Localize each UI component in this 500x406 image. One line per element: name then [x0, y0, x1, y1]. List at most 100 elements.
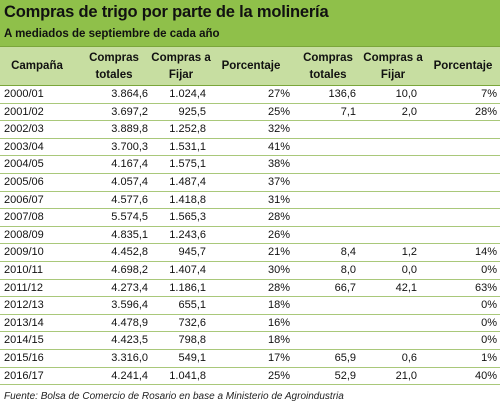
cell-compras-totales-2: 66,7 [334, 281, 356, 294]
cell-campana: 2016/17 [4, 369, 44, 382]
table-row: 2004/05 4.167,4 1.575,1 38% [0, 156, 500, 174]
table-subtitle: A mediados de septiembre de cada año [4, 28, 220, 40]
cell-compras-totales-2: 136,6 [328, 88, 356, 100]
cell-campana: 2010/11 [4, 264, 43, 276]
table-row: 2014/15 4.423,5 798,8 18% 0% [0, 332, 500, 350]
cell-campana: 2008/09 [4, 228, 44, 241]
cell-campana: 2007/08 [4, 211, 44, 224]
column-header-row: Campaña Compras totales Compras a Fijar … [0, 46, 500, 86]
cell-compras-fijar-1: 655,1 [178, 299, 206, 312]
table-title: Compras de trigo por parte de la moliner… [4, 3, 329, 21]
cell-porcentaje-1: 37% [267, 176, 290, 188]
cell-porcentaje-1: 28% [267, 281, 290, 294]
cell-porcentaje-1: 21% [267, 246, 290, 259]
cell-compras-fijar-1: 1.565,3 [169, 211, 206, 224]
header-compras-totales-1: Compras totales [89, 52, 139, 81]
cell-porcentaje-1: 38% [267, 158, 290, 171]
cell-compras-fijar-2: 0,0 [401, 264, 417, 276]
cell-compras-fijar-1: 1.186,1 [169, 281, 206, 294]
cell-compras-fijar-2: 21,0 [395, 369, 417, 382]
cell-compras-totales-1: 4.478,9 [111, 316, 148, 329]
cell-compras-totales-1: 4.241,4 [111, 369, 148, 382]
cell-compras-fijar-1: 1.252,8 [169, 123, 206, 136]
cell-porcentaje-2: 0% [481, 299, 497, 312]
cell-compras-totales-1: 4.577,6 [111, 193, 148, 206]
cell-porcentaje-1: 32% [267, 123, 290, 136]
cell-porcentaje-2: 63% [474, 281, 497, 294]
cell-campana: 2003/04 [4, 140, 44, 153]
cell-campana: 2006/07 [4, 193, 44, 206]
cell-campana: 2000/01 [4, 88, 44, 100]
table-row: 2015/16 3.316,0 549,1 17% 65,9 0,6 1% [0, 350, 500, 368]
cell-porcentaje-1: 25% [267, 105, 290, 118]
cell-campana: 2013/14 [4, 316, 44, 329]
header-compras-fijar-1: Compras a Fijar [151, 52, 211, 81]
cell-compras-totales-1: 4.057,4 [111, 176, 148, 188]
cell-compras-totales-1: 4.698,2 [111, 264, 148, 276]
cell-compras-totales-1: 3.889,8 [111, 123, 148, 136]
table-row: 2009/10 4.452,8 945,7 21% 8,4 1,2 14% [0, 244, 500, 262]
cell-compras-fijar-1: 1.487,4 [169, 176, 206, 188]
cell-compras-totales-1: 4.452,8 [111, 246, 148, 259]
cell-compras-totales-1: 4.167,4 [111, 158, 148, 171]
cell-compras-fijar-2: 10,0 [395, 88, 417, 100]
cell-porcentaje-2: 40% [474, 369, 497, 382]
table-row: 2011/12 4.273,4 1.186,1 28% 66,7 42,1 63% [0, 280, 500, 298]
cell-compras-fijar-2: 0,6 [401, 352, 417, 364]
cell-porcentaje-1: 25% [267, 369, 290, 382]
cell-compras-totales-1: 4.423,5 [111, 334, 148, 347]
cell-porcentaje-2: 14% [474, 246, 497, 259]
cell-compras-totales-1: 3.864,6 [111, 88, 148, 100]
table-row: 2008/09 4.835,1 1.243,6 26% [0, 227, 500, 245]
title-band: Compras de trigo por parte de la moliner… [0, 0, 500, 46]
cell-compras-totales-1: 4.835,1 [111, 228, 148, 241]
cell-porcentaje-1: 16% [267, 316, 290, 329]
cell-porcentaje-2: 1% [481, 352, 497, 364]
header-compras-fijar-2: Compras a Fijar [363, 52, 423, 81]
table-row: 2002/03 3.889,8 1.252,8 32% [0, 121, 500, 139]
table-row: 2001/02 3.697,2 925,5 25% 7,1 2,0 28% [0, 104, 500, 122]
cell-compras-fijar-2: 42,1 [395, 281, 417, 294]
table-row: 2006/07 4.577,6 1.418,8 31% [0, 192, 500, 210]
cell-porcentaje-1: 28% [267, 211, 290, 224]
cell-porcentaje-1: 41% [267, 140, 290, 153]
cell-campana: 2012/13 [4, 299, 44, 312]
cell-porcentaje-2: 7% [481, 88, 497, 100]
cell-compras-fijar-1: 732,6 [178, 316, 206, 329]
cell-porcentaje-1: 18% [267, 299, 290, 312]
cell-compras-totales-1: 5.574,5 [111, 211, 148, 224]
cell-porcentaje-2: 0% [481, 316, 497, 329]
header-porcentaje-1: Porcentaje [221, 60, 281, 72]
cell-campana: 2014/15 [4, 334, 44, 347]
cell-compras-fijar-2: 1,2 [401, 246, 417, 259]
cell-porcentaje-1: 17% [267, 352, 290, 364]
cell-campana: 2009/10 [4, 246, 44, 259]
cell-compras-fijar-1: 1.531,1 [169, 140, 206, 153]
cell-porcentaje-2: 0% [481, 334, 497, 347]
table-row: 2003/04 3.700,3 1.531,1 41% [0, 139, 500, 157]
cell-porcentaje-1: 30% [267, 264, 290, 276]
cell-campana: 2004/05 [4, 158, 44, 171]
cell-porcentaje-1: 26% [267, 228, 290, 241]
cell-compras-totales-2: 52,9 [334, 369, 356, 382]
cell-compras-fijar-1: 1.575,1 [169, 158, 206, 171]
table-row: 2010/11 4.698,2 1.407,4 30% 8,0 0,0 0% [0, 262, 500, 280]
cell-compras-fijar-1: 925,5 [178, 105, 206, 118]
table-row: 2012/13 3.596,4 655,1 18% 0% [0, 297, 500, 315]
cell-campana: 2001/02 [4, 105, 44, 118]
cell-compras-fijar-1: 1.418,8 [169, 193, 206, 206]
header-compras-totales-2: Compras totales [303, 52, 353, 81]
cell-compras-totales-1: 4.273,4 [111, 281, 148, 294]
cell-compras-totales-1: 3.700,3 [111, 140, 148, 153]
cell-compras-fijar-1: 549,1 [178, 352, 206, 364]
table-row: 2005/06 4.057,4 1.487,4 37% [0, 174, 500, 192]
table-row: 2007/08 5.574,5 1.565,3 28% [0, 209, 500, 227]
cell-campana: 2015/16 [4, 352, 44, 364]
cell-compras-fijar-2: 2,0 [401, 105, 417, 118]
cell-compras-totales-2: 7,1 [340, 105, 356, 118]
source-note: Fuente: Bolsa de Comercio de Rosario en … [4, 391, 344, 402]
cell-compras-totales-1: 3.697,2 [111, 105, 148, 118]
cell-compras-fijar-1: 1.041,8 [169, 369, 206, 382]
cell-compras-fijar-1: 1.243,6 [169, 228, 206, 241]
